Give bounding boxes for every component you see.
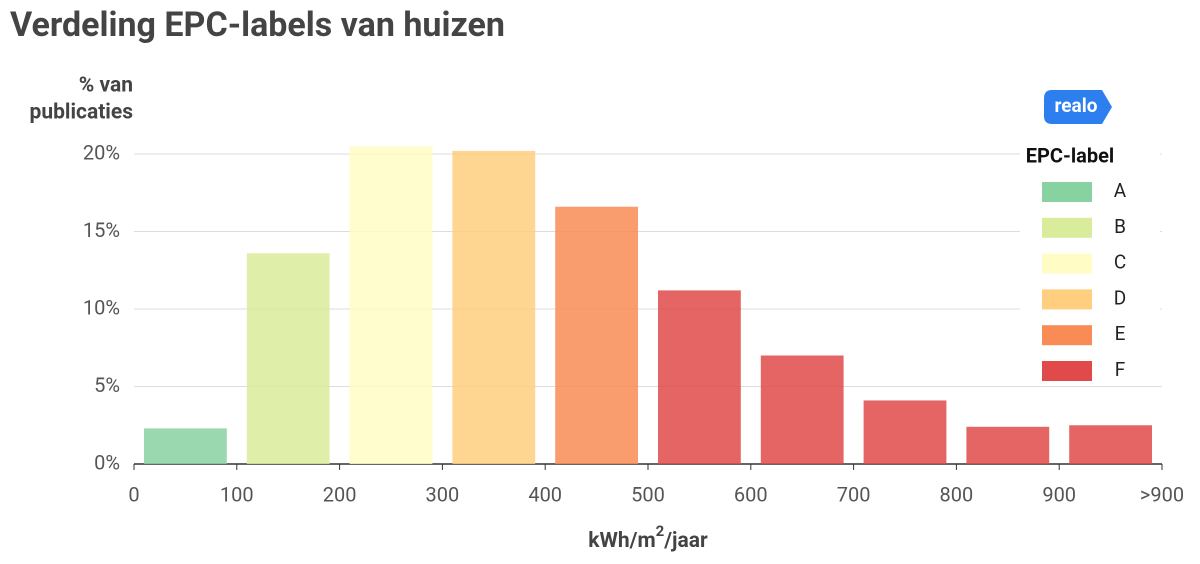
legend-label: F	[1115, 358, 1126, 381]
x-axis-label-sup: 2	[656, 522, 665, 540]
y-tick-label: 5%	[94, 373, 120, 397]
x-tick-label: >900	[1140, 482, 1184, 506]
y-axis-label: publicaties	[30, 101, 134, 125]
legend-swatch	[1042, 361, 1092, 381]
legend-swatch	[1042, 253, 1092, 274]
bar	[1069, 425, 1152, 464]
x-tick-label: 400	[528, 482, 562, 506]
legend-label: A	[1114, 179, 1127, 202]
y-tick-label: 20%	[83, 140, 120, 164]
x-tick-label: 900	[1042, 482, 1076, 506]
x-tick-label: 700	[837, 482, 871, 506]
bar	[452, 150, 536, 464]
x-tick-label: 800	[940, 482, 974, 506]
x-tick-label: 200	[323, 482, 357, 506]
logo-badge	[1044, 90, 1112, 124]
y-axis-label: % van	[79, 74, 133, 98]
x-axis-label: kWh/m	[588, 529, 655, 553]
x-axis-label: /jaar	[663, 529, 708, 553]
x-tick-label: 300	[426, 482, 460, 506]
bar	[760, 355, 844, 464]
y-tick-label: 10%	[83, 295, 120, 319]
legend-label: E	[1115, 322, 1126, 345]
legend-swatch	[1042, 325, 1092, 346]
bar	[246, 253, 330, 464]
legend-label: D	[1114, 286, 1126, 309]
legend-label: C	[1114, 251, 1126, 274]
legend-swatch	[1042, 289, 1092, 310]
chart-title: Verdeling EPC-labels van huizen	[10, 5, 505, 45]
bar	[863, 400, 947, 464]
x-tick-label: 0	[128, 482, 139, 506]
bar	[555, 206, 638, 464]
legend-title: EPC-label	[1026, 143, 1114, 167]
y-tick-label: 0%	[94, 450, 120, 474]
y-tick-label: 15%	[83, 218, 120, 242]
x-tick-label: 600	[734, 482, 768, 506]
legend-swatch	[1042, 217, 1092, 238]
bar	[144, 428, 227, 464]
x-tick-label: 100	[220, 482, 254, 506]
bar	[658, 290, 741, 464]
x-axis-label: kWh/m2/jaar	[588, 522, 708, 553]
legend-label: B	[1114, 215, 1126, 238]
bar	[966, 426, 1050, 464]
bar	[349, 146, 433, 464]
x-tick-label: 500	[631, 482, 665, 506]
logo: realo	[1055, 94, 1098, 117]
legend-swatch	[1042, 182, 1092, 202]
